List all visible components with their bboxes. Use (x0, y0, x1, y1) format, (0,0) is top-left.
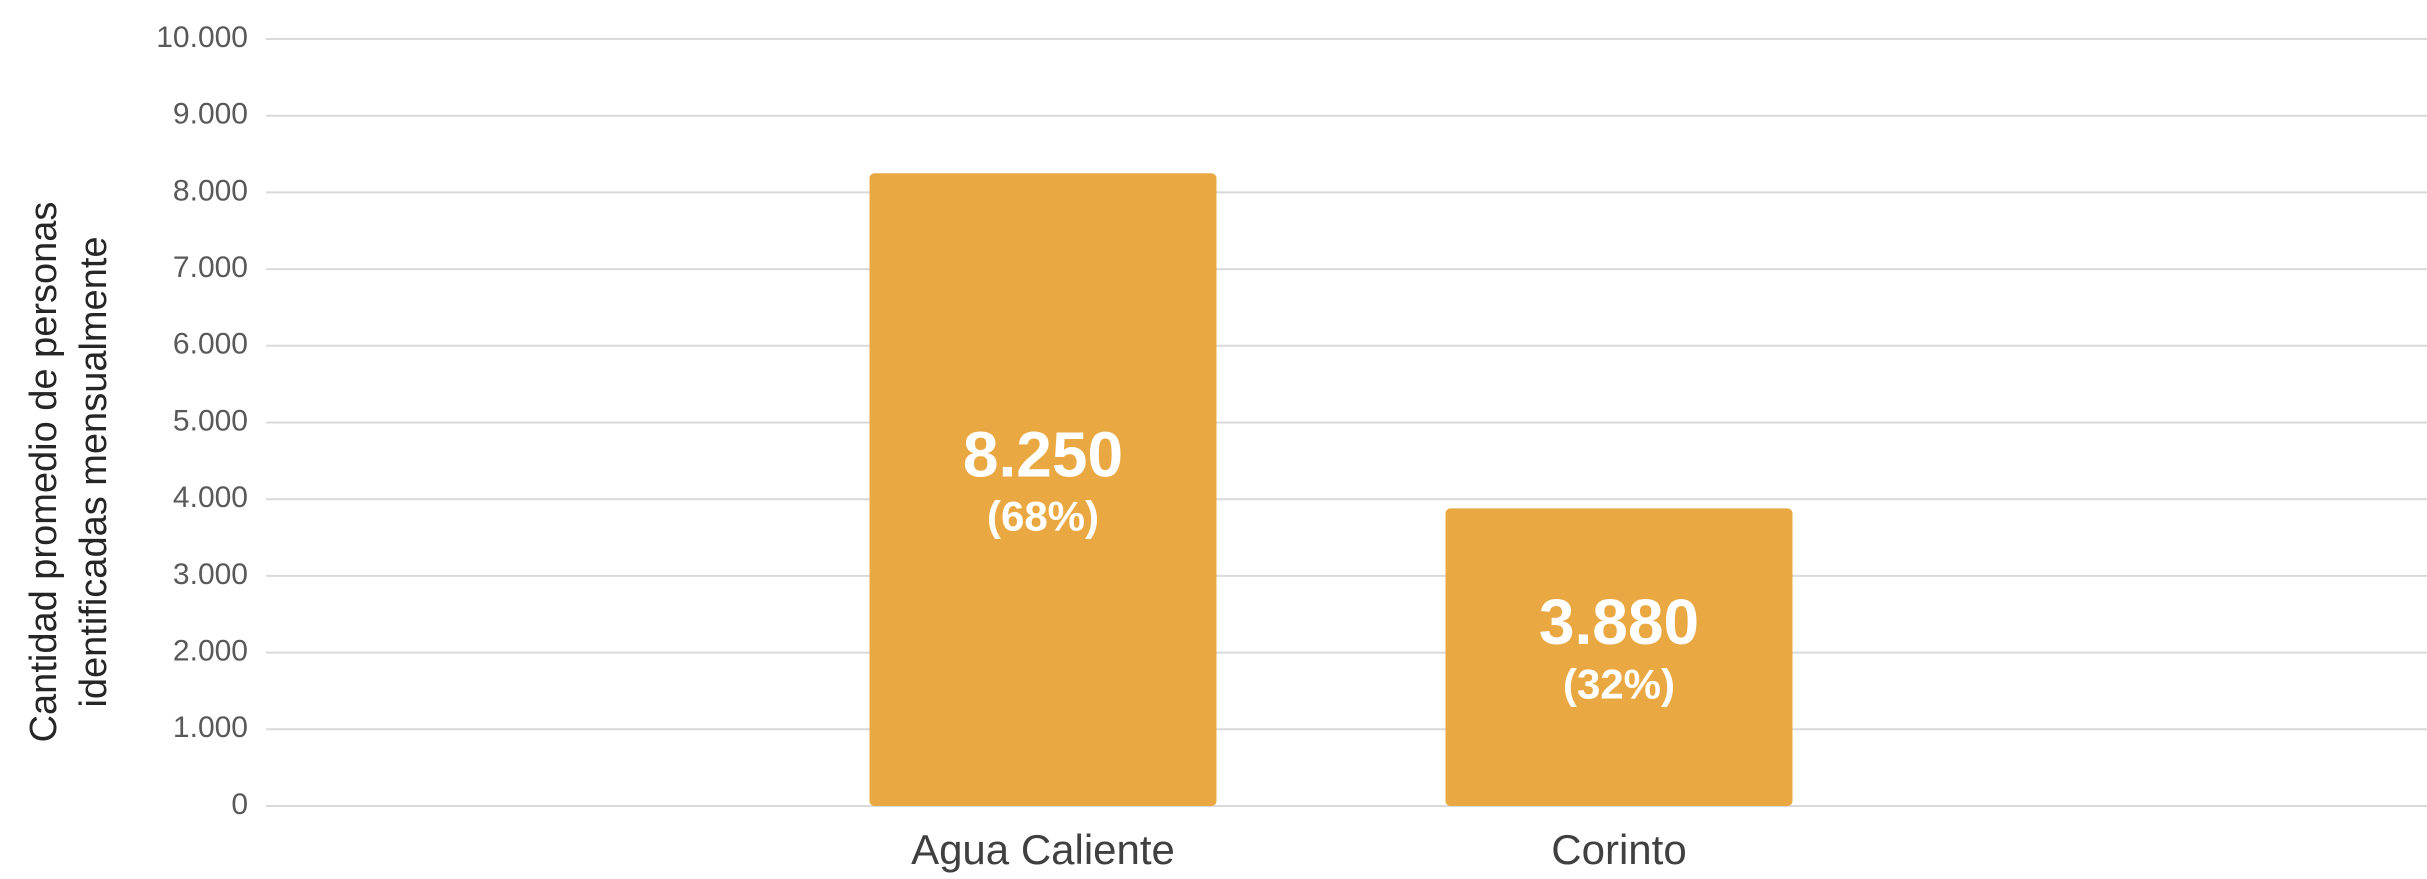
y-tick-label: 8.000 (173, 174, 248, 207)
x-tick-label: Corinto (1551, 826, 1686, 873)
share-label: (68%) (987, 493, 1099, 540)
y-tick-label: 4.000 (173, 481, 248, 514)
y-tick-label: 6.000 (173, 328, 248, 361)
y-tick-label: 7.000 (173, 251, 248, 284)
y-label-line: identificadas mensualmente (73, 236, 115, 707)
x-tick-label: Agua Caliente (911, 826, 1175, 873)
y-tick-label: 9.000 (173, 98, 248, 131)
y-tick-label: 1.000 (173, 711, 248, 744)
y-tick-label: 2.000 (173, 635, 248, 668)
share-label: (32%) (1563, 660, 1675, 707)
y-tick-label: 10.000 (156, 21, 248, 54)
y-tick-label: 5.000 (173, 404, 248, 437)
value-label: 8.250 (963, 419, 1123, 491)
y-label-line: Cantidad promedio de personas (23, 202, 65, 743)
y-tick-label: 3.000 (173, 558, 248, 591)
y-axis-title: Cantidad promedio de personas identifica… (23, 202, 115, 743)
bar (869, 173, 1217, 807)
bar (1445, 508, 1793, 806)
y-tick-label: 0 (231, 788, 248, 821)
value-label: 3.880 (1539, 586, 1699, 658)
